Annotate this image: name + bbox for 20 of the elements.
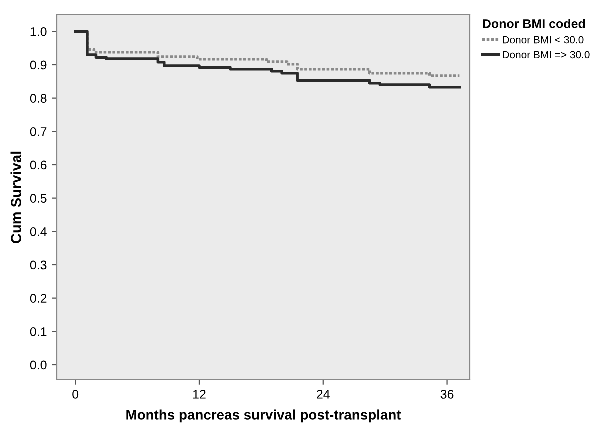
x-tick-label: 24 [317,390,330,399]
y-tick-label: 0.9 [30,60,47,70]
x-tick-label: 0 [72,390,79,399]
legend-label: Donor BMI < 30.0 [503,36,584,44]
x-tick-label: 36 [440,390,454,399]
y-tick-label: 0.7 [30,127,47,136]
y-tick-label: 0.3 [30,260,47,270]
y-tick-label: 0.5 [30,194,47,203]
y-tick-label: 1.0 [30,27,47,36]
y-axis-title: Cum Survival [10,152,22,244]
y-tick-label: 0.2 [30,294,47,303]
x-tick-label: 12 [193,390,206,399]
legend-title: Donor BMI coded [483,19,586,28]
y-tick-label: 0.1 [30,327,47,336]
y-tick-label: 0.0 [30,360,47,370]
y-tick-label: 0.4 [30,227,47,236]
y-tick-label: 0.8 [30,94,47,103]
y-tick-label: 0.6 [30,160,47,170]
legend-label: Donor BMI => 30.0 [503,51,590,59]
x-axis-title: Months pancreas survival post-transplant [126,410,402,423]
